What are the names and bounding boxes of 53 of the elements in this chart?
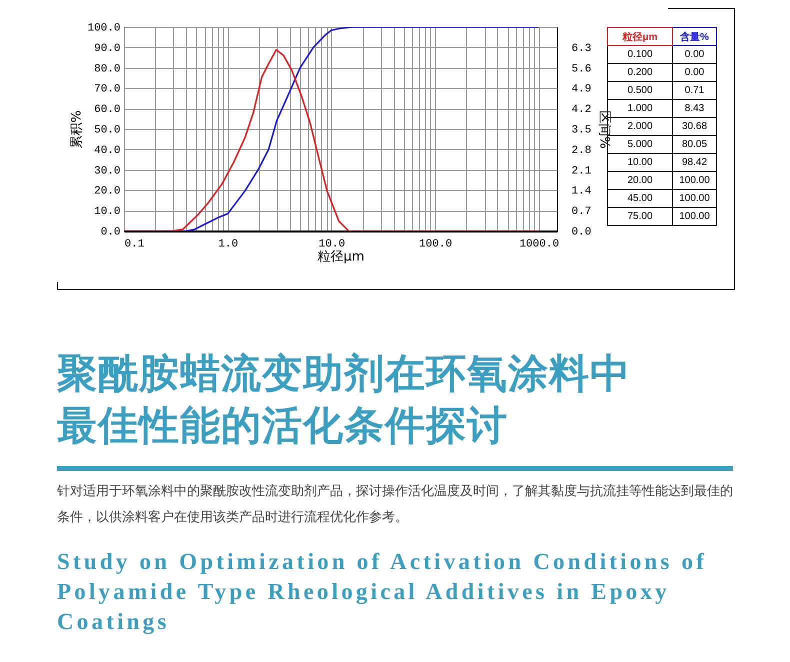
text: 0.100 [627, 49, 653, 60]
text: 5.000 [627, 139, 653, 150]
y-tick-label: 50.0 [94, 124, 120, 136]
x-tick-label: 0.1 [124, 238, 145, 250]
y-tick-label: 60.0 [94, 104, 120, 116]
text: 10.00 [627, 157, 653, 168]
text: 75.00 [627, 211, 653, 222]
x-axis-title: 粒径μm [318, 250, 364, 264]
text: 0.200 [627, 67, 653, 78]
y-tick-label: 0.0 [100, 226, 120, 238]
y2-tick-label: 0.7 [572, 206, 592, 218]
x-tick-label: 10.0 [318, 238, 346, 250]
y-tick-label: 80.0 [94, 63, 120, 76]
y2-tick-label: 4.2 [572, 104, 592, 116]
text: Study on Optimization of Activation Conditions of Polyamide Type Rheological Additives in Epoxy Coatings [57, 548, 708, 636]
y2-tick-label: 6.3 [572, 42, 592, 55]
y-tick-label: 90.0 [94, 42, 120, 55]
y-tick-label: 70.0 [94, 84, 120, 96]
y-axis-title: 累积% [69, 110, 84, 149]
y-tick-label: 30.0 [94, 165, 120, 178]
text: 0.500 [627, 85, 653, 96]
text: 30.68 [682, 121, 708, 132]
text: 98.42 [682, 157, 708, 168]
y2-tick-label: 3.5 [572, 124, 592, 136]
category-label: 粒径μm [608, 28, 672, 46]
text: 0.00 [684, 49, 704, 60]
text: 针对适用于环氧涂料中的聚酰胺改性流变助剂产品，探讨操作活化温度及时间，了解其黏度与抗流挂等性能达到最佳的条件，以供涂料客户在使用该类产品时进行流程优化作参考。 [57, 483, 734, 527]
y-tick-label: 20.0 [94, 186, 120, 198]
text: 100.00 [679, 193, 710, 204]
text: 8.43 [684, 103, 704, 114]
text: 2.000 [627, 121, 653, 132]
text: 20.00 [627, 175, 653, 186]
text: 1.000 [627, 103, 653, 114]
y2-tick-label: 0.0 [572, 226, 592, 238]
y2-tick-label: 1.4 [572, 186, 592, 198]
y2-tick-label: 2.8 [572, 144, 592, 157]
text: 0.71 [684, 85, 704, 96]
y2-tick-label: 5.6 [572, 63, 592, 76]
text: 45.00 [627, 193, 653, 204]
text: 100.00 [679, 175, 710, 186]
text: 100.00 [679, 211, 710, 222]
y-tick-label: 100.0 [87, 22, 120, 34]
x-tick-label: 1000.0 [519, 238, 560, 250]
category-label: 含量% [672, 28, 716, 46]
x-tick-label: 1.0 [218, 238, 238, 250]
y2-tick-label: 2.1 [572, 165, 592, 178]
y-tick-label: 40.0 [94, 144, 120, 157]
text: 聚酰胺蜡流变助剂在环氧涂料中最佳性能的活化条件探讨 [57, 350, 632, 451]
y-tick-label: 10.0 [94, 206, 120, 218]
text: 80.05 [682, 139, 708, 150]
y2-tick-label: 4.9 [572, 84, 592, 96]
text: 0.00 [684, 67, 704, 78]
x-tick-label: 100.0 [419, 238, 452, 250]
